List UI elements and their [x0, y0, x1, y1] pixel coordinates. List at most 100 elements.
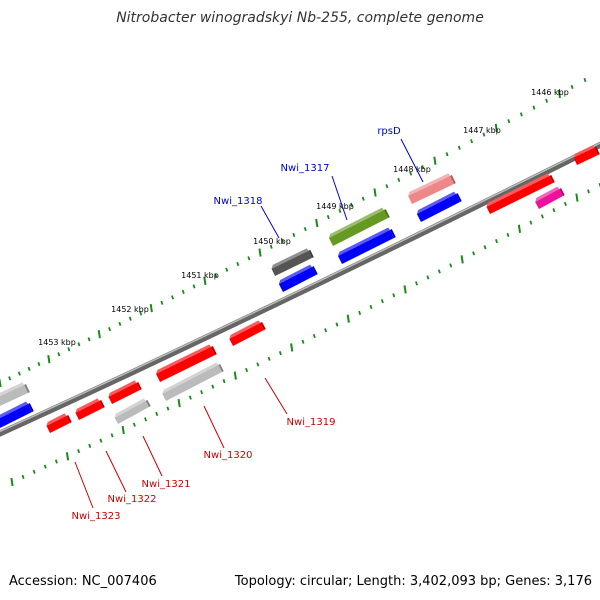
minor-tick	[155, 411, 159, 417]
gene-end-face	[549, 174, 555, 183]
gene-rpsd	[408, 173, 456, 204]
gene-end-face	[218, 363, 224, 372]
minor-tick	[54, 459, 58, 464]
gene-end-face	[27, 403, 34, 412]
gene-top-face	[114, 398, 146, 418]
major-tick	[0, 378, 2, 388]
minor-tick	[482, 132, 486, 137]
gene-label: Nwi_1322	[108, 494, 157, 505]
gene-top-face	[156, 344, 212, 374]
minor-tick	[552, 208, 556, 213]
gene-features	[0, 145, 600, 433]
gene-nwi-1320-red	[156, 344, 217, 382]
minor-tick	[211, 384, 215, 389]
major-tick	[575, 193, 579, 202]
minor-tick	[437, 269, 441, 274]
kbp-label: 1449 kbp	[316, 202, 354, 211]
gene-end-face	[559, 188, 565, 196]
gene-end-face	[311, 266, 318, 275]
gene-nwi-1317	[328, 207, 390, 246]
gene-blue-left	[0, 401, 34, 428]
minor-tick	[181, 289, 185, 295]
minor-tick	[77, 342, 81, 347]
kbp-label: 1451 kbp	[181, 271, 219, 280]
minor-tick	[128, 316, 132, 321]
minor-tick	[445, 152, 449, 157]
minor-tick	[532, 105, 536, 110]
major-tick	[177, 398, 181, 408]
minor-tick	[385, 184, 389, 189]
map-title: Nitrobacter winogradskyi Nb-255, complet…	[116, 10, 484, 26]
gene-front-face	[108, 382, 140, 404]
minor-tick	[426, 275, 430, 280]
minor-tick	[350, 202, 353, 207]
callout-line	[105, 450, 127, 493]
minor-tick	[267, 356, 271, 361]
minor-tick	[495, 239, 498, 244]
kbp-label: 1453 kbp	[38, 338, 76, 347]
minor-tick	[171, 295, 175, 300]
minor-tick	[87, 337, 91, 342]
gene-top-face	[271, 248, 309, 269]
kbp-label: 1452 kbp	[111, 305, 149, 314]
gene-end-face	[455, 193, 462, 202]
minor-tick	[188, 395, 192, 400]
minor-tick	[43, 464, 47, 469]
gene-label: Nwi_1321	[142, 479, 191, 490]
gene-front-face	[156, 346, 215, 382]
minor-tick	[278, 351, 282, 356]
major-tick	[290, 343, 294, 352]
gene-top-face	[0, 401, 28, 418]
callout-line	[400, 138, 424, 183]
backbone-highlight	[0, 142, 600, 433]
gene-front-face	[271, 250, 312, 276]
major-tick	[97, 330, 101, 339]
minor-tick	[506, 232, 510, 238]
gene-end-face	[260, 321, 266, 330]
minor-tick	[37, 361, 41, 367]
major-tick	[65, 452, 70, 461]
kbp-labels: 1446 kbp 1447 kbp 1448 kbp 1449 kbp 1450 kbp…	[38, 88, 569, 347]
gene-top-face	[278, 264, 312, 284]
gene-top-face	[486, 173, 550, 207]
accession-text: Accession: NC_007406	[9, 574, 157, 589]
minor-tick	[303, 226, 307, 232]
callout-line	[142, 435, 163, 477]
gene-nwi-1321	[114, 398, 151, 424]
gene-callouts: Nwi_1318 Nwi_1317 rpsD Nwi_1319 Nwi_1320 Nwi_…	[72, 126, 424, 522]
minor-tick	[8, 376, 12, 381]
minor-tick	[392, 293, 396, 298]
gene-nwi-1318-blue	[278, 264, 318, 292]
minor-tick	[222, 379, 226, 384]
gene-front-face	[0, 403, 32, 428]
minor-tick	[529, 220, 533, 225]
minor-tick	[67, 347, 71, 352]
minor-tick	[472, 251, 476, 256]
major-tick	[258, 248, 262, 257]
minor-tick	[17, 371, 21, 376]
callout-line	[74, 461, 94, 509]
major-tick	[517, 224, 522, 233]
gene-front-face	[75, 400, 103, 420]
gene-nwi-1320	[162, 362, 224, 401]
gene-magenta	[535, 186, 565, 209]
major-tick	[203, 276, 207, 286]
major-tick	[460, 255, 464, 264]
gene-front-face	[229, 322, 264, 346]
kbp-label: 1446 kbp	[531, 88, 569, 97]
genome-summary-text: Topology: circular; Length: 3,402,093 bp…	[234, 574, 592, 589]
minor-tick	[583, 77, 587, 83]
minor-tick	[545, 98, 549, 103]
kbp-label: 1448 kbp	[393, 165, 431, 174]
major-tick	[346, 314, 350, 323]
genome-backbone	[0, 141, 600, 437]
gene-top-face	[46, 413, 67, 426]
minor-tick	[236, 261, 240, 267]
gene-label: Nwi_1317	[281, 163, 330, 174]
minor-tick	[108, 326, 112, 332]
gene-top-face	[162, 362, 219, 394]
inner-tick-ring	[10, 183, 600, 487]
minor-tick	[570, 84, 574, 90]
gene-top-face	[108, 380, 137, 397]
minor-tick	[144, 417, 148, 422]
